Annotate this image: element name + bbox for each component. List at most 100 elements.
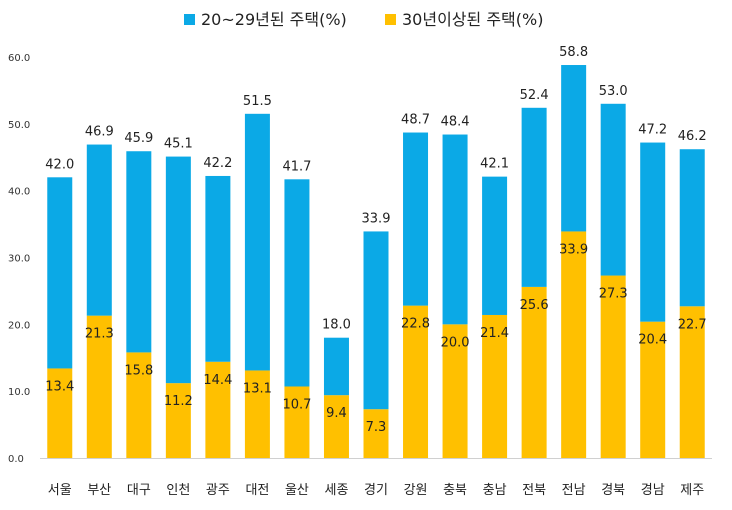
y-tick-label: 60.0 bbox=[8, 53, 30, 64]
y-tick-label: 30.0 bbox=[8, 254, 30, 265]
y-tick-label: 20.0 bbox=[8, 320, 30, 331]
x-category-label: 제주 bbox=[680, 483, 704, 498]
x-category-label: 충북 bbox=[443, 483, 467, 498]
bar-20to29-11 bbox=[482, 176, 508, 315]
x-category-label: 광주 bbox=[206, 483, 230, 498]
bar-20to29-12 bbox=[521, 107, 547, 287]
y-tick-label: 10.0 bbox=[8, 387, 30, 398]
value-label-30plus: 13.1 bbox=[243, 381, 272, 396]
x-category-label: 서울 bbox=[48, 483, 72, 498]
bar-30plus-7 bbox=[323, 395, 349, 458]
value-label-30plus: 11.2 bbox=[164, 394, 193, 409]
bar-20to29-6 bbox=[284, 179, 310, 387]
total-label: 42.0 bbox=[45, 157, 74, 172]
bar-30plus-11 bbox=[482, 314, 508, 458]
legend-label-0: 20~29년된 주택(%) bbox=[201, 10, 347, 29]
legend-swatch-1 bbox=[385, 14, 396, 25]
bar-30plus-6 bbox=[284, 386, 310, 458]
total-label: 48.4 bbox=[441, 115, 470, 130]
total-label: 42.2 bbox=[203, 156, 232, 171]
y-tick-label: 40.0 bbox=[8, 187, 30, 198]
x-category-label: 강원 bbox=[404, 483, 428, 498]
total-label: 45.1 bbox=[164, 137, 193, 152]
x-category-label: 대구 bbox=[127, 483, 151, 498]
total-label: 45.9 bbox=[124, 131, 153, 146]
x-category-label: 경기 bbox=[364, 483, 388, 498]
bar-20to29-1 bbox=[86, 144, 112, 316]
value-label-30plus: 33.9 bbox=[559, 242, 588, 257]
bar-30plus-10 bbox=[442, 324, 468, 458]
value-label-30plus: 20.0 bbox=[441, 335, 470, 350]
x-category-label: 충남 bbox=[483, 483, 507, 498]
bar-20to29-5 bbox=[244, 113, 270, 371]
bar-30plus-2 bbox=[126, 352, 152, 458]
bar-20to29-8 bbox=[363, 231, 389, 410]
x-category-label: 경북 bbox=[601, 483, 625, 498]
bar-20to29-2 bbox=[126, 151, 152, 353]
value-label-30plus: 10.7 bbox=[282, 397, 311, 412]
bar-20to29-10 bbox=[442, 134, 468, 325]
value-label-30plus: 7.3 bbox=[366, 420, 387, 435]
total-label: 48.7 bbox=[401, 113, 430, 128]
bar-30plus-12 bbox=[521, 286, 547, 458]
x-axis: 서울 부산 대구 인천 광주 대전 울산 세종 경기 강원 충북 충남 전북 전남 경북 경남 제주 bbox=[40, 458, 712, 498]
y-axis: 0.0 10.0 20.0 30.0 40.0 50.0 60.0 bbox=[8, 53, 30, 465]
x-category-label: 경남 bbox=[641, 483, 665, 498]
bar-30plus-15 bbox=[640, 321, 666, 458]
value-label-30plus: 14.4 bbox=[203, 373, 232, 388]
total-label: 18.0 bbox=[322, 318, 351, 333]
total-label: 46.2 bbox=[678, 129, 707, 144]
bar-20to29-9 bbox=[403, 132, 429, 306]
bar-30plus-5 bbox=[244, 370, 270, 458]
total-label: 33.9 bbox=[362, 211, 391, 226]
y-tick-label: 50.0 bbox=[8, 120, 30, 131]
bar-30plus-0 bbox=[47, 368, 73, 458]
x-category-label: 전남 bbox=[562, 483, 586, 498]
total-label: 51.5 bbox=[243, 94, 272, 109]
value-label-30plus: 20.4 bbox=[638, 333, 667, 348]
value-label-30plus: 22.7 bbox=[678, 317, 707, 332]
legend-swatch-0 bbox=[184, 14, 195, 25]
bar-30plus-16 bbox=[679, 306, 705, 458]
total-label: 42.1 bbox=[480, 157, 509, 172]
bar-20to29-7 bbox=[323, 337, 349, 396]
x-category-label: 대전 bbox=[245, 483, 269, 498]
bar-20to29-16 bbox=[679, 149, 705, 307]
x-category-label: 전북 bbox=[522, 483, 546, 498]
legend: 20~29년된 주택(%) 30년이상된 주택(%) bbox=[184, 10, 543, 29]
x-category-label: 인천 bbox=[166, 483, 190, 498]
bar-30plus-8 bbox=[363, 409, 389, 458]
bars: 42.0 13.4 46.9 21.3 45.9 15.8 45.1 11.2 42.2 14.4… bbox=[45, 45, 707, 458]
y-tick-label: 0.0 bbox=[8, 454, 24, 465]
total-label: 47.2 bbox=[638, 123, 667, 138]
value-label-30plus: 27.3 bbox=[599, 287, 628, 302]
bar-30plus-9 bbox=[403, 305, 429, 458]
total-label: 52.4 bbox=[520, 88, 549, 103]
x-category-label: 울산 bbox=[285, 483, 309, 498]
total-label: 58.8 bbox=[559, 45, 588, 60]
bar-20to29-13 bbox=[561, 65, 587, 232]
total-label: 46.9 bbox=[85, 125, 114, 140]
value-label-30plus: 21.4 bbox=[480, 326, 509, 341]
x-category-label: 부산 bbox=[87, 483, 111, 498]
bar-30plus-1 bbox=[86, 315, 112, 458]
bar-20to29-15 bbox=[640, 142, 666, 322]
bar-20to29-3 bbox=[165, 156, 191, 384]
bar-30plus-3 bbox=[165, 383, 191, 458]
bar-20to29-14 bbox=[600, 103, 626, 276]
value-label-30plus: 15.8 bbox=[124, 363, 153, 378]
x-category-label: 세종 bbox=[325, 483, 349, 498]
value-label-30plus: 13.4 bbox=[45, 379, 74, 394]
bar-30plus-4 bbox=[205, 361, 231, 458]
value-label-30plus: 21.3 bbox=[85, 327, 114, 342]
value-label-30plus: 9.4 bbox=[326, 406, 347, 421]
bar-20to29-4 bbox=[205, 175, 231, 362]
legend-label-1: 30년이상된 주택(%) bbox=[402, 10, 543, 29]
bar-20to29-0 bbox=[47, 177, 73, 369]
total-label: 53.0 bbox=[599, 84, 628, 99]
value-label-30plus: 25.6 bbox=[520, 298, 549, 313]
bar-30plus-14 bbox=[600, 275, 626, 458]
bar-30plus-13 bbox=[561, 231, 587, 458]
total-label: 41.7 bbox=[282, 159, 311, 174]
